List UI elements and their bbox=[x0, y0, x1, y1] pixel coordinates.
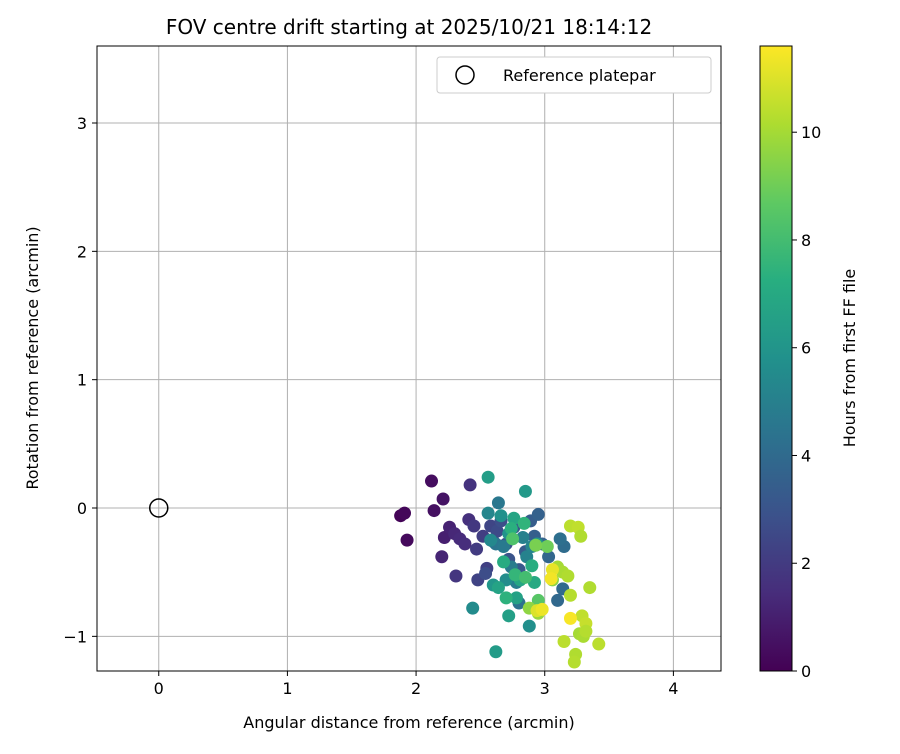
data-point bbox=[458, 537, 472, 551]
data-point bbox=[529, 538, 543, 552]
data-point bbox=[544, 572, 558, 586]
data-point bbox=[506, 532, 520, 546]
colorbar-ticks: 0 2 4 6 8 10 bbox=[792, 123, 821, 681]
data-point bbox=[397, 506, 411, 520]
data-point bbox=[467, 519, 481, 533]
data-point bbox=[466, 601, 480, 615]
data-point bbox=[400, 533, 414, 547]
colorbar-gradient bbox=[759, 45, 793, 672]
reference-platepar-marker bbox=[149, 498, 169, 518]
data-point bbox=[449, 569, 463, 583]
data-point bbox=[574, 529, 588, 543]
legend-box bbox=[436, 56, 712, 94]
data-point bbox=[427, 504, 441, 518]
data-point bbox=[463, 478, 477, 492]
y-tick-label: 1 bbox=[77, 371, 87, 390]
data-point bbox=[535, 602, 549, 616]
data-point bbox=[517, 516, 531, 530]
data-point bbox=[479, 566, 493, 580]
x-tick-label: 0 bbox=[154, 679, 164, 698]
data-point bbox=[481, 470, 495, 484]
legend-marker-icon bbox=[455, 65, 475, 85]
x-axis-ticks: 0 1 2 3 4 bbox=[154, 671, 678, 698]
data-point bbox=[525, 559, 539, 573]
data-point bbox=[563, 588, 577, 602]
y-tick-label: 2 bbox=[77, 242, 87, 261]
data-point bbox=[557, 634, 571, 648]
data-point bbox=[489, 645, 503, 659]
y-tick-label: 3 bbox=[77, 114, 87, 133]
data-point bbox=[551, 593, 565, 607]
data-point bbox=[516, 531, 530, 545]
colorbar-tick-label: 6 bbox=[801, 339, 811, 358]
data-point bbox=[484, 533, 498, 547]
plot-frame bbox=[96, 45, 722, 672]
colorbar-tick-label: 2 bbox=[801, 554, 811, 573]
data-point bbox=[436, 492, 450, 506]
colorbar-tick-label: 4 bbox=[801, 446, 811, 465]
data-point bbox=[592, 637, 606, 651]
colorbar-tick-label: 0 bbox=[801, 662, 811, 681]
data-point bbox=[579, 624, 593, 638]
reference-point bbox=[149, 498, 169, 518]
data-point bbox=[470, 542, 484, 556]
y-axis-ticks: −1 0 1 2 3 bbox=[63, 114, 97, 646]
data-point bbox=[509, 591, 523, 605]
data-point bbox=[504, 522, 518, 536]
colorbar: 0 2 4 6 8 10 Hours from first FF file bbox=[759, 45, 859, 681]
data-point bbox=[499, 591, 513, 605]
data-point bbox=[494, 509, 508, 523]
data-point bbox=[507, 511, 521, 525]
data-point bbox=[437, 531, 451, 545]
x-tick-label: 2 bbox=[411, 679, 421, 698]
data-point bbox=[497, 540, 511, 554]
data-point bbox=[563, 611, 577, 625]
data-point bbox=[583, 581, 597, 595]
data-point bbox=[553, 532, 567, 546]
data-point bbox=[540, 540, 554, 554]
data-point bbox=[567, 655, 581, 669]
data-point bbox=[542, 550, 556, 564]
colorbar-tick-label: 10 bbox=[801, 123, 821, 142]
legend-label: Reference platepar bbox=[503, 66, 656, 85]
data-point bbox=[508, 568, 522, 582]
y-tick-label: 0 bbox=[77, 499, 87, 518]
data-point bbox=[435, 550, 449, 564]
y-tick-label: −1 bbox=[63, 627, 87, 646]
data-point bbox=[531, 507, 545, 521]
colorbar-tick-label: 8 bbox=[801, 231, 811, 250]
colorbar-label: Hours from first FF file bbox=[840, 269, 859, 448]
data-point bbox=[491, 496, 505, 510]
chart-title: FOV centre drift starting at 2025/10/21 … bbox=[166, 15, 652, 39]
x-axis-label: Angular distance from reference (arcmin) bbox=[243, 713, 574, 732]
data-point bbox=[561, 569, 575, 583]
data-point bbox=[425, 474, 439, 488]
data-point bbox=[502, 609, 516, 623]
x-tick-label: 4 bbox=[668, 679, 678, 698]
legend: Reference platepar bbox=[436, 56, 712, 94]
x-tick-label: 3 bbox=[540, 679, 550, 698]
y-axis-label: Rotation from reference (arcmin) bbox=[23, 226, 42, 489]
data-point bbox=[491, 581, 505, 595]
grid-lines bbox=[97, 46, 721, 671]
data-point bbox=[522, 619, 536, 633]
data-point bbox=[518, 570, 532, 584]
scatter-points bbox=[394, 470, 606, 669]
data-point bbox=[490, 524, 504, 538]
data-point bbox=[497, 555, 511, 569]
x-tick-label: 1 bbox=[282, 679, 292, 698]
data-point bbox=[518, 484, 532, 498]
data-point bbox=[481, 506, 495, 520]
